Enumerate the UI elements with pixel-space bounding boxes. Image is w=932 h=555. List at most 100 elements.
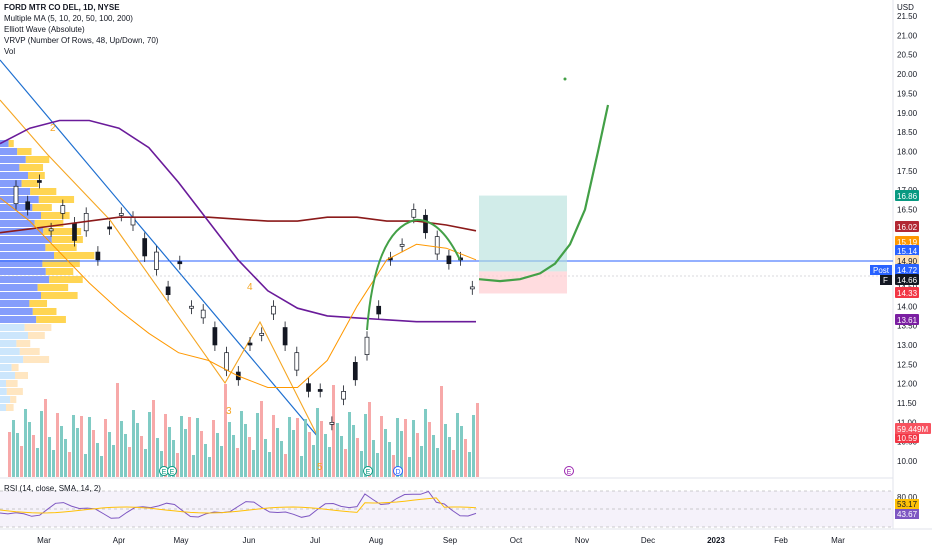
y-tick-label: 12.50 — [897, 360, 918, 369]
price-badge: 14.66 — [895, 274, 919, 285]
post-label: Post — [873, 266, 890, 275]
price-badge-label: 16.02 — [897, 223, 918, 232]
ma-line — [0, 197, 477, 388]
price-badge-label: 14.72 — [897, 266, 918, 275]
wave-label: 3 — [226, 406, 232, 417]
rsi-badge: 43.67 — [895, 509, 919, 519]
price-badge-label: 16.86 — [897, 192, 918, 201]
rsi-badge: 53.17 — [895, 499, 919, 509]
projection-curve — [478, 104, 610, 283]
rsi-badge-label: 43.67 — [897, 510, 918, 519]
price-badge-label: 14.66 — [897, 276, 918, 285]
price-badge: 14.90 — [895, 255, 919, 266]
price-badge: 15.19 — [895, 236, 919, 247]
x-tick-label: Nov — [575, 536, 589, 545]
x-tick-label: May — [173, 536, 188, 545]
price-badge-label: 15.19 — [897, 238, 918, 247]
rsi-badge-label: 53.17 — [897, 500, 918, 509]
price-badge-label: 14.90 — [897, 257, 918, 266]
y-tick-label: 13.50 — [897, 322, 918, 331]
y-tick-label: 11.00 — [897, 418, 917, 427]
price-badge-label: 13.61 — [897, 316, 918, 325]
x-tick-label: Sep — [443, 536, 458, 545]
y-tick-label: 16.50 — [897, 206, 918, 215]
price-badge: 15.14 — [895, 245, 919, 256]
y-tick-label: 13.00 — [897, 341, 918, 350]
x-tick-label: Dec — [641, 536, 655, 545]
rsi-legend[interactable]: RSI (14, close, SMA, 14, 2) — [4, 484, 101, 493]
axis-currency: USD — [897, 3, 914, 12]
x-tick-label: Feb — [774, 536, 788, 545]
price-badge: 10.59 — [895, 432, 919, 443]
price-badge-label: 10.59 — [897, 434, 918, 443]
event-marker: E — [167, 466, 177, 476]
price-badge: 16.86 — [895, 190, 919, 201]
x-tick-label: Mar — [37, 536, 51, 545]
y-tick-label: 14.00 — [897, 302, 918, 311]
y-tick-label: 11.50 — [897, 399, 917, 408]
symbol-title: FORD MTR CO DEL, 1D, NYSE — [4, 3, 120, 12]
profit-zone — [479, 195, 567, 272]
symbol-badge-label: F — [883, 276, 888, 285]
x-tick-label: Jul — [310, 536, 320, 545]
price-badge: 13.61 — [895, 314, 919, 325]
price-badge-label: 15.14 — [897, 247, 918, 256]
rsi-tick-label: 80.00 — [897, 493, 918, 502]
volume-profile — [0, 140, 95, 411]
volume-bars — [8, 383, 479, 477]
event-marker: E — [159, 466, 169, 476]
event-marker: D — [393, 466, 403, 476]
symbol-badge: F — [880, 275, 892, 285]
post-badge: Post — [870, 265, 892, 275]
rsi-sma-line — [0, 497, 477, 514]
y-tick-label: 20.00 — [897, 70, 918, 79]
indicator-vrvp[interactable]: VRVP (Number Of Rows, 48, Up/Down, 70) — [4, 36, 159, 45]
x-tick-label: Jun — [243, 536, 256, 545]
chart-legend: FORD MTR CO DEL, 1D, NYSE Multiple MA (5… — [4, 2, 158, 57]
wave-label: 5 — [317, 462, 323, 473]
y-tick-label: 21.00 — [897, 31, 918, 40]
candles — [13, 174, 475, 431]
rsi-line — [0, 490, 477, 519]
x-tick-label: Aug — [369, 536, 383, 545]
svg-text:E: E — [366, 469, 371, 476]
svg-text:D: D — [395, 469, 400, 476]
svg-text:E: E — [170, 469, 175, 476]
svg-text:E: E — [567, 469, 572, 476]
y-tick-label: 12.00 — [897, 380, 918, 389]
indicator-elliott-wave[interactable]: Elliott Wave (Absolute) — [4, 25, 85, 34]
price-badge: 59.449M — [895, 423, 931, 434]
projection-dot — [563, 77, 567, 81]
x-tick-label: Oct — [510, 536, 523, 545]
price-badge-label: 14.33 — [897, 289, 918, 298]
indicator-volume[interactable]: Vol — [4, 47, 16, 56]
y-tick-label: 18.00 — [897, 147, 918, 156]
ma-line — [0, 216, 477, 234]
y-tick-label: 19.00 — [897, 109, 918, 118]
price-badge-label: 59.449M — [897, 425, 928, 434]
elliott-wave-path — [0, 99, 319, 438]
y-tick-label: 18.50 — [897, 128, 918, 137]
wave-label: 4 — [247, 282, 253, 293]
y-tick-label: 19.50 — [897, 89, 918, 98]
svg-text:E: E — [162, 469, 167, 476]
x-tick-label: 2023 — [707, 536, 725, 545]
y-tick-label: 20.50 — [897, 51, 918, 60]
uptrend-arc — [366, 218, 461, 331]
indicator-ma[interactable]: Multiple MA (5, 10, 20, 50, 100, 200) — [4, 14, 133, 23]
y-tick-label: 10.00 — [897, 457, 918, 466]
price-badge: 14.33 — [895, 287, 919, 298]
event-marker: E — [363, 466, 373, 476]
x-tick-label: Apr — [113, 536, 126, 545]
x-tick-label: Mar — [831, 536, 845, 545]
event-marker: E — [564, 466, 574, 476]
loss-zone — [479, 271, 567, 294]
ma-line — [0, 119, 476, 323]
price-badge: 14.72 — [895, 264, 919, 275]
wave-label: 2 — [50, 123, 56, 134]
y-tick-label: 17.50 — [897, 167, 918, 176]
price-badge: 16.02 — [895, 221, 919, 232]
y-tick-label: 21.50 — [897, 12, 918, 21]
